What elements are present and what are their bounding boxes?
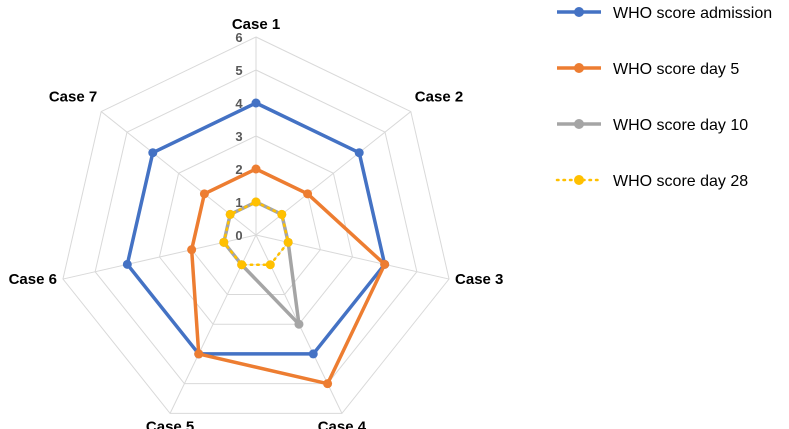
data-point <box>251 164 261 174</box>
data-point <box>251 197 261 207</box>
legend-label: WHO score admission <box>613 5 772 22</box>
data-point <box>277 209 287 219</box>
tick-label: 2 <box>235 162 242 177</box>
data-point <box>122 259 132 269</box>
data-point <box>294 319 304 329</box>
tick-label: 0 <box>235 228 242 243</box>
series-2 <box>187 164 390 389</box>
data-point <box>148 148 158 158</box>
grid-ring <box>94 69 418 385</box>
series-line <box>222 200 290 266</box>
legend-label: WHO score day 28 <box>613 173 748 190</box>
legend: WHO score admission WHO score day 5 WHO sc… <box>555 5 772 190</box>
tick-label: 3 <box>235 129 242 144</box>
legend-entry: WHO score day 10 <box>557 117 748 134</box>
data-point <box>354 148 364 158</box>
data-point <box>283 237 293 247</box>
legend-entry: WHO score day 5 <box>557 61 739 78</box>
tick-label: 6 <box>235 30 242 45</box>
category-label: Case 3 <box>455 271 503 288</box>
grid <box>62 36 450 414</box>
series-layer <box>122 98 390 389</box>
category-label: Case 4 <box>318 418 367 429</box>
legend-entry: WHO score admission <box>557 5 772 22</box>
data-point <box>194 349 204 359</box>
category-label: Case 6 <box>9 271 57 288</box>
legend-label: WHO score day 10 <box>613 117 748 134</box>
category-label: Case 5 <box>146 418 194 429</box>
tick-label: 1 <box>235 195 242 210</box>
data-point <box>303 189 313 199</box>
data-point <box>225 209 235 219</box>
data-point <box>323 379 333 389</box>
data-point <box>251 98 261 108</box>
series-4 <box>219 197 293 270</box>
data-point <box>308 349 318 359</box>
series-line <box>189 167 387 386</box>
legend-marker <box>574 7 584 17</box>
data-point <box>199 189 209 199</box>
category-labels: Case 1 Case 2 Case 3 Case 4 Case 5 Case 6 Case… <box>9 16 504 429</box>
data-point <box>265 260 275 270</box>
grid-ring <box>158 135 354 325</box>
tick-label: 4 <box>235 96 243 111</box>
legend-marker <box>574 119 584 129</box>
data-point <box>219 237 229 247</box>
series-line <box>125 101 387 356</box>
category-label: Case 7 <box>49 89 97 106</box>
grid-ring <box>62 36 450 414</box>
legend-entry: WHO score day 28 <box>555 173 748 190</box>
category-label: Case 1 <box>232 16 280 33</box>
data-point <box>187 245 197 255</box>
radial-tick-labels: 0 1 2 3 4 5 6 <box>235 30 243 243</box>
legend-marker <box>574 175 584 185</box>
legend-marker <box>574 63 584 73</box>
data-point <box>237 260 247 270</box>
category-label: Case 2 <box>415 89 463 106</box>
legend-label: WHO score day 5 <box>613 61 739 78</box>
tick-label: 5 <box>235 63 242 78</box>
series-line <box>222 200 301 326</box>
data-point <box>380 259 390 269</box>
